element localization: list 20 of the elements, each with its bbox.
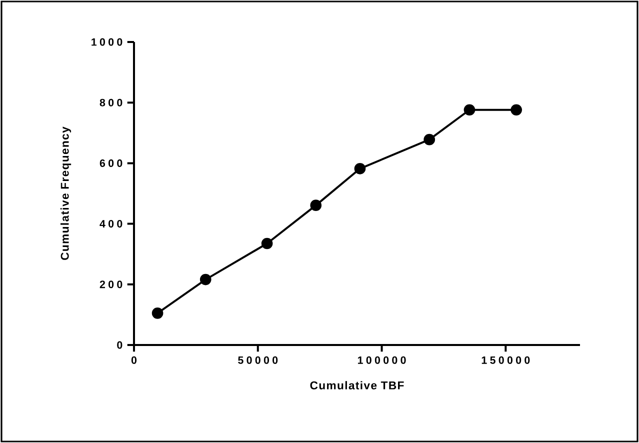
x-tick-label: 0 — [131, 356, 137, 364]
y-tick-label: 1 0 0 0 — [92, 38, 122, 46]
y-axis-title: Cumulative Frequency — [60, 126, 72, 260]
point — [152, 308, 164, 319]
point — [310, 200, 322, 211]
x-tick-label: 1 0 0 0 0 0 — [358, 356, 406, 364]
point — [261, 238, 273, 250]
x-tick-label: 1 5 0 0 0 0 — [482, 356, 530, 364]
y-tick-label: 4 0 0 — [100, 220, 122, 228]
y-tick-label: 8 0 0 — [100, 98, 122, 106]
point — [354, 162, 366, 174]
y-tick-label: 2 0 0 — [100, 280, 122, 288]
x-axis-title: Cumulative TBF — [310, 381, 404, 390]
point — [200, 274, 212, 286]
point — [464, 104, 476, 116]
y-tick-label: 6 0 0 — [100, 159, 122, 167]
x-tick-label: 5 0 0 0 0 — [238, 356, 278, 364]
point — [424, 134, 436, 146]
y-tick-label: 0 — [117, 341, 122, 349]
point — [510, 104, 522, 116]
